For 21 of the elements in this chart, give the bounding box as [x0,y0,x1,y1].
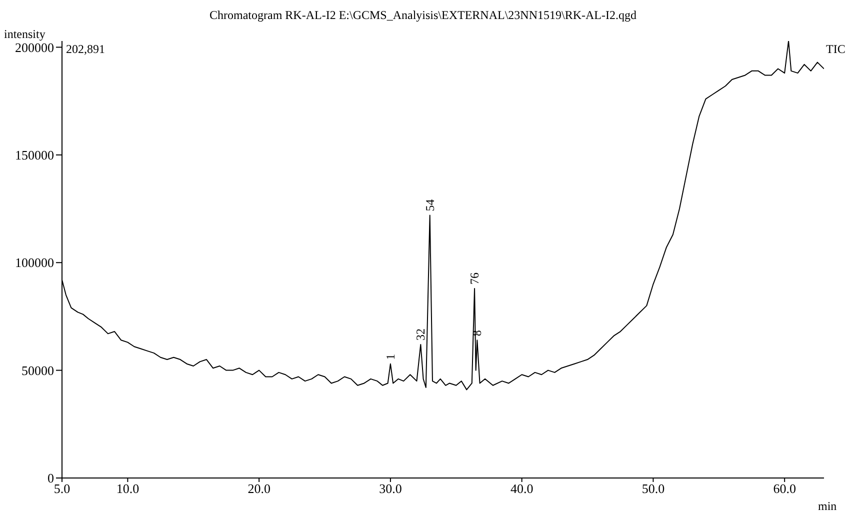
y-tick-label: 200000 [15,40,54,55]
y-tick-label: 100000 [15,255,54,270]
x-tick-label: 40.0 [510,481,534,496]
annotation: 202,891 [66,42,105,57]
y-tick-label: 150000 [15,148,54,163]
x-tick-label: 60.0 [773,481,796,496]
x-tick-label: 50.0 [642,481,665,496]
x-tick-label: 10.0 [116,481,140,496]
x-tick-label: 20.0 [248,481,270,496]
x-axis-title: min [818,499,837,514]
annotation: 54 [422,199,437,212]
y-axis-title: intensity [4,27,46,42]
y-tick-label: 50000 [22,362,54,378]
text: TIC [826,42,846,57]
annotation: 1 [383,354,398,360]
annotation: 32 [414,328,428,340]
y-tick-label: 0 [48,470,54,486]
annotation: 76 [468,272,482,284]
chart-title: Chromatogram RK-AL-I2 E:\GCMS_Analyisis\EXTERNAL\23NN1519\RK-AL-I2.qgd [208,8,638,23]
x-tick-label: 5.0 [54,481,70,496]
x-tick-label: 30.0 [379,481,402,496]
